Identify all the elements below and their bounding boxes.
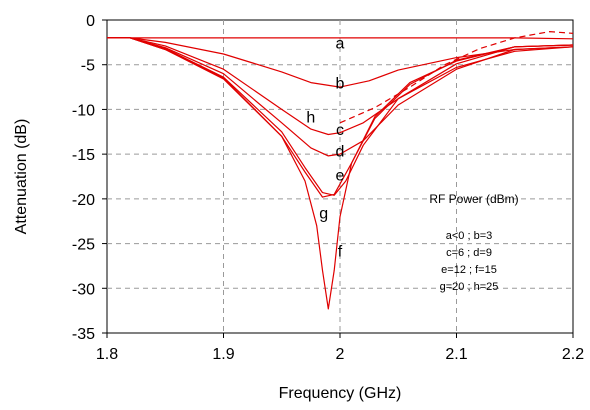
legend-line: c=6 ; d=9 (446, 247, 492, 259)
x-tick-labels: 1.8 1.9 2 2.1 2.2 (96, 333, 584, 363)
series-line-e (107, 37, 574, 196)
series-line-c (107, 37, 574, 136)
legend-line: g=20 ; h=25 (440, 281, 499, 293)
y-tick-label: -35 (72, 326, 95, 343)
series-group (107, 31, 574, 310)
x-tick-label: 2.1 (445, 346, 467, 363)
grid-lines (107, 20, 573, 333)
curve-label-g: g (319, 205, 328, 222)
curve-label-f: f (338, 244, 343, 261)
curve-label-e: e (336, 168, 345, 185)
legend-title: RF Power (dBm) (429, 192, 518, 206)
x-tick-label: 1.8 (96, 346, 118, 363)
x-tick-label: 2.2 (562, 346, 584, 363)
y-tick-label: -15 (72, 147, 95, 164)
y-tick-label: -10 (72, 102, 95, 119)
curve-label-h: h (306, 110, 315, 127)
y-axis-title: Attenuation (dB) (13, 119, 30, 235)
y-tick-label: -5 (81, 58, 95, 75)
series-line-a (107, 37, 574, 40)
y-tick-label: -30 (72, 281, 95, 298)
legend-line: e=12 ; f=15 (441, 264, 497, 276)
series-line-g (107, 37, 574, 198)
curve-labels: a b h cde g f (306, 35, 344, 260)
curve-label-d: d (336, 144, 345, 161)
series-line-d (107, 37, 574, 157)
y-tick-label: 0 (86, 13, 95, 30)
curve-label-a: a (336, 35, 345, 52)
x-tick-label: 1.9 (212, 346, 234, 363)
y-tick-label: -20 (72, 192, 95, 209)
series-line-b (107, 37, 574, 88)
curve-label-b: b (336, 76, 345, 93)
legend: RF Power (dBm) a<0 ; b=3 c=6 ; d=9 e=12 … (429, 192, 518, 293)
x-axis-title: Frequency (GHz) (279, 385, 402, 402)
curve-label-c: c (336, 122, 344, 139)
x-tick-label: 2 (336, 346, 345, 363)
series-line-h (339, 31, 574, 124)
y-tick-label: -25 (72, 237, 95, 254)
legend-line: a<0 ; b=3 (446, 230, 493, 242)
y-tick-labels: 0 -5 -10 -15 -20 -25 -30 -35 (72, 13, 107, 343)
